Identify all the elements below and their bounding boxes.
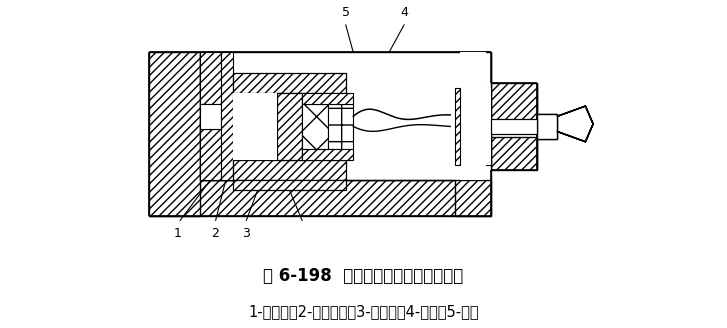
Bar (491, 119, 537, 134)
Bar (220, 52, 233, 180)
Bar (491, 132, 537, 170)
Bar (537, 114, 558, 139)
Bar (455, 52, 491, 216)
Text: 1: 1 (173, 227, 181, 240)
Bar (200, 52, 491, 180)
Text: 2: 2 (212, 227, 220, 240)
Bar (491, 83, 537, 121)
Bar (460, 52, 486, 180)
Bar (302, 150, 353, 160)
Bar (233, 73, 345, 93)
Text: 图 6-198  钢弦式双膜土压力计的构造: 图 6-198 钢弦式双膜土压力计的构造 (263, 267, 464, 284)
Bar (200, 52, 220, 104)
Text: 1-刚性板；2-弹性薄板；3-传力轴；4-弦夹；5-钢弦: 1-刚性板；2-弹性薄板；3-传力轴；4-弦夹；5-钢弦 (248, 304, 479, 319)
Bar (233, 160, 345, 180)
Text: 3: 3 (242, 227, 250, 240)
Bar (277, 93, 302, 160)
Bar (302, 93, 353, 104)
Bar (328, 104, 353, 150)
Bar (460, 88, 491, 165)
Bar (455, 88, 460, 165)
Polygon shape (558, 106, 593, 142)
Bar (200, 104, 220, 129)
Bar (149, 180, 491, 216)
Text: 5: 5 (342, 6, 350, 19)
Bar (496, 121, 532, 132)
Text: 4: 4 (401, 6, 409, 19)
Bar (233, 93, 277, 160)
Bar (149, 52, 491, 88)
Bar (149, 52, 200, 216)
Bar (302, 93, 345, 160)
Bar (491, 121, 537, 137)
Bar (200, 129, 220, 180)
Bar (233, 180, 345, 190)
Bar (302, 104, 328, 150)
